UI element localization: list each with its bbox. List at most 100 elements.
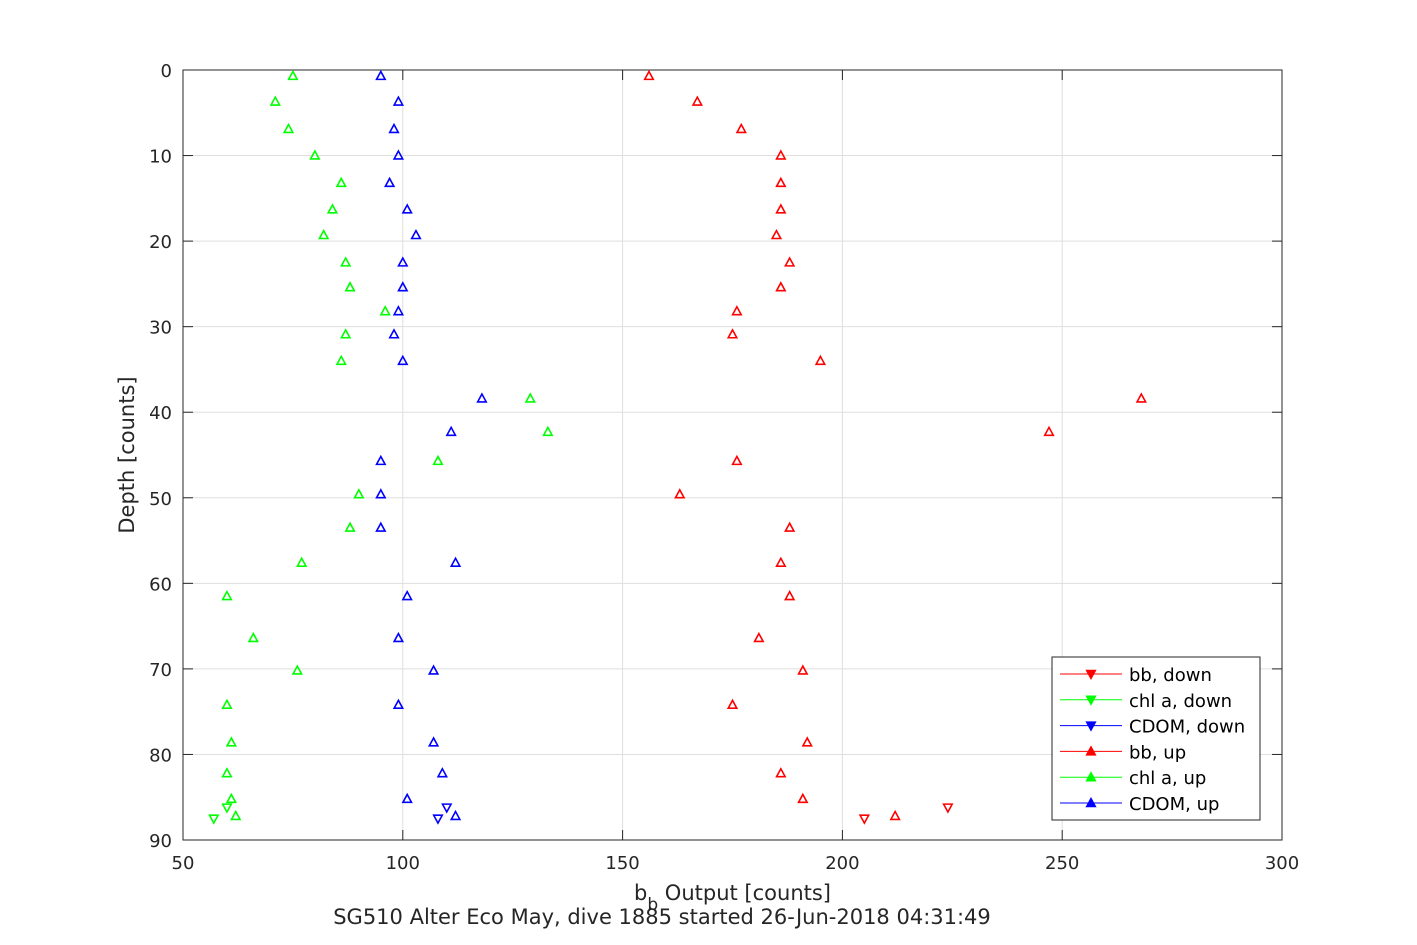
data-point [326,203,339,214]
legend-entry: chl a, down [1060,691,1232,712]
data-point [1043,425,1055,437]
data-point [397,281,409,292]
data-point [726,698,739,709]
data-point [445,425,457,437]
data-point [801,736,813,747]
x-axis-label-main: b [634,881,647,905]
data-point [388,328,400,339]
data-point [401,589,413,601]
y-tick-label: 20 [149,232,172,253]
data-point [410,228,422,240]
data-point [889,809,901,821]
data-point [427,664,440,675]
y-tick-label: 10 [149,147,172,168]
data-point [225,792,237,804]
data-point [731,454,743,466]
data-point [375,69,387,81]
data-point [318,228,330,240]
data-point [814,354,827,366]
data-point [942,803,954,814]
data-point [735,122,747,134]
x-tick-label: 300 [1265,853,1299,874]
y-tick-label: 30 [149,318,172,339]
data-point [344,521,356,532]
data-point [542,425,554,437]
data-point [221,589,233,601]
legend-marker [1085,771,1097,782]
x-tick-label: 50 [172,853,195,874]
data-point [335,354,347,366]
legend-marker [1085,796,1097,808]
x-tick-label: 150 [605,853,639,874]
y-tick-label: 70 [149,660,172,681]
data-point [221,803,233,814]
data-point [335,176,347,188]
x-axis-label-subscript: b [647,895,658,915]
data-point [401,203,413,214]
legend-marker [1085,745,1097,756]
data-point [269,95,281,106]
data-point [441,803,453,814]
data-point [427,736,440,747]
data-point [230,809,242,821]
data-point [375,521,387,532]
x-axis-label: bb Output [counts] [634,881,831,915]
data-point [784,521,796,532]
data-point [383,176,396,188]
data-point [775,281,787,292]
data-point [432,454,444,466]
data-point [344,281,356,292]
data-point [784,589,796,601]
data-point [379,305,391,316]
data-point [449,556,462,567]
x-tick-label: 100 [386,853,420,874]
data-point [797,664,809,675]
data-point [397,256,409,267]
data-point [392,149,405,160]
axes-box [182,69,1283,841]
data-point [691,95,703,106]
data-point [726,328,739,339]
legend-entry: bb, down [1060,665,1212,686]
data-point [287,69,299,81]
legend-label: CDOM, up [1129,794,1219,815]
data-point [753,631,765,643]
data-point [353,488,365,499]
data-point [1135,392,1147,403]
data-point [392,95,405,106]
data-point [291,664,303,675]
data-point [401,792,413,804]
data-point [340,328,352,339]
data-point [775,203,787,214]
legend: bb, down chl a, down CDOM, down bb, up chl a… [1051,656,1261,821]
data-point [208,814,220,825]
legend-label: chl a, down [1129,691,1232,712]
legend-marker [1085,669,1097,681]
data-point [449,809,462,821]
x-axis-label-rest: Output [counts] [658,881,831,905]
data-point [392,305,405,316]
y-axis-label: Depth [counts] [115,376,139,533]
data-point [858,814,870,825]
y-tick-label: 50 [149,489,172,510]
x-axis-ticks: 50 100 150 200 250 300 [172,70,1299,874]
data-point [309,149,321,160]
data-point [770,228,783,240]
data-markers [208,69,1147,825]
data-point [225,736,237,747]
x-tick-label: 250 [1045,853,1079,874]
data-point [221,767,233,778]
data-point [731,305,743,316]
data-point [392,698,405,709]
legend-entry: chl a, up [1060,768,1206,789]
data-point [282,122,295,134]
legend-entry: CDOM, down [1060,717,1245,738]
legend-label: bb, up [1129,742,1186,763]
legend-box [1051,656,1261,821]
legend-entry: bb, up [1060,742,1186,763]
y-axis-ticks: 0 10 20 30 40 50 60 70 80 90 [149,61,1282,852]
legend-label: bb, down [1129,665,1212,686]
legend-label: chl a, up [1129,768,1206,789]
legend-entry: CDOM, up [1060,794,1219,815]
